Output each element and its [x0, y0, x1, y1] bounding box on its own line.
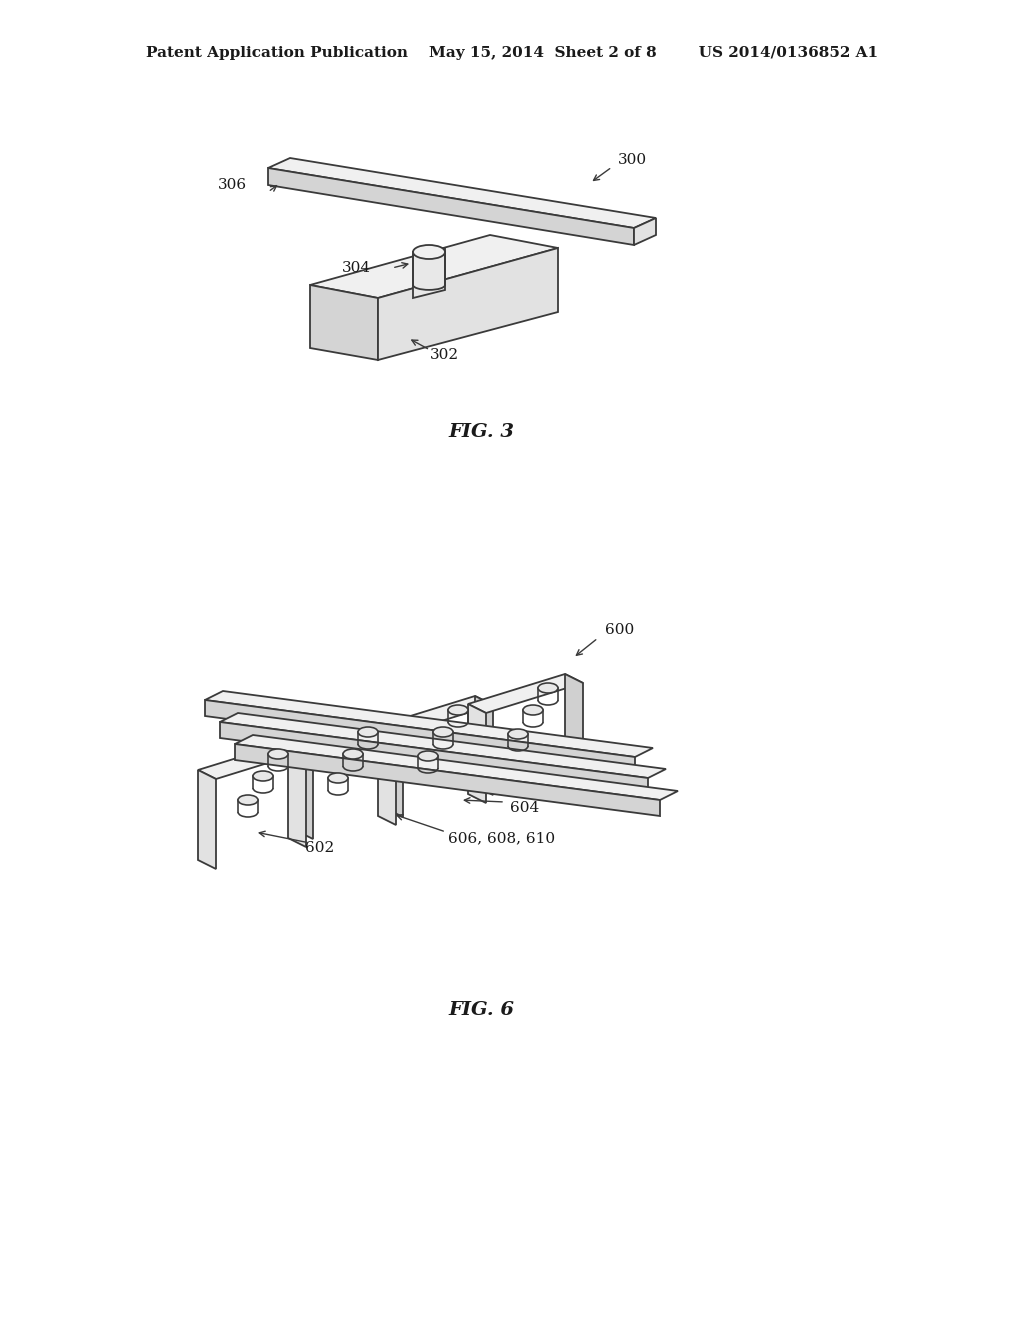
Polygon shape: [205, 700, 635, 774]
Polygon shape: [634, 218, 656, 246]
Ellipse shape: [449, 705, 468, 715]
Ellipse shape: [523, 705, 543, 715]
Text: 600: 600: [605, 623, 634, 638]
Text: 604: 604: [510, 801, 540, 814]
Polygon shape: [295, 741, 313, 840]
Text: FIG. 6: FIG. 6: [449, 1001, 514, 1019]
Polygon shape: [378, 726, 396, 825]
Polygon shape: [234, 735, 678, 800]
Text: Patent Application Publication    May 15, 2014  Sheet 2 of 8        US 2014/0136: Patent Application Publication May 15, 2…: [146, 46, 878, 61]
Ellipse shape: [328, 774, 348, 783]
Polygon shape: [268, 168, 634, 246]
Polygon shape: [268, 158, 656, 228]
Polygon shape: [198, 770, 216, 869]
Polygon shape: [220, 722, 648, 795]
Ellipse shape: [253, 771, 273, 781]
Polygon shape: [220, 713, 666, 777]
Text: FIG. 3: FIG. 3: [449, 422, 514, 441]
Polygon shape: [468, 675, 583, 713]
Polygon shape: [413, 248, 445, 298]
Polygon shape: [310, 235, 558, 298]
Ellipse shape: [343, 748, 362, 759]
Polygon shape: [310, 285, 378, 360]
Text: 606, 608, 610: 606, 608, 610: [449, 832, 555, 845]
Polygon shape: [288, 718, 403, 756]
Polygon shape: [475, 696, 493, 795]
Ellipse shape: [413, 246, 445, 259]
Polygon shape: [378, 248, 558, 360]
Ellipse shape: [538, 682, 558, 693]
Ellipse shape: [508, 729, 528, 739]
Text: 300: 300: [618, 153, 647, 168]
Polygon shape: [385, 718, 403, 817]
Ellipse shape: [238, 795, 258, 805]
Text: 302: 302: [430, 348, 459, 362]
Polygon shape: [205, 690, 653, 756]
Ellipse shape: [418, 751, 438, 762]
Polygon shape: [468, 704, 486, 803]
Ellipse shape: [268, 748, 288, 759]
Text: 304: 304: [342, 261, 371, 275]
Ellipse shape: [358, 727, 378, 737]
Text: 306: 306: [218, 178, 247, 191]
Polygon shape: [378, 696, 493, 735]
Ellipse shape: [433, 727, 453, 737]
Text: 602: 602: [305, 841, 334, 855]
Polygon shape: [234, 744, 660, 816]
Polygon shape: [198, 741, 313, 779]
Polygon shape: [288, 748, 306, 847]
Polygon shape: [565, 675, 583, 774]
